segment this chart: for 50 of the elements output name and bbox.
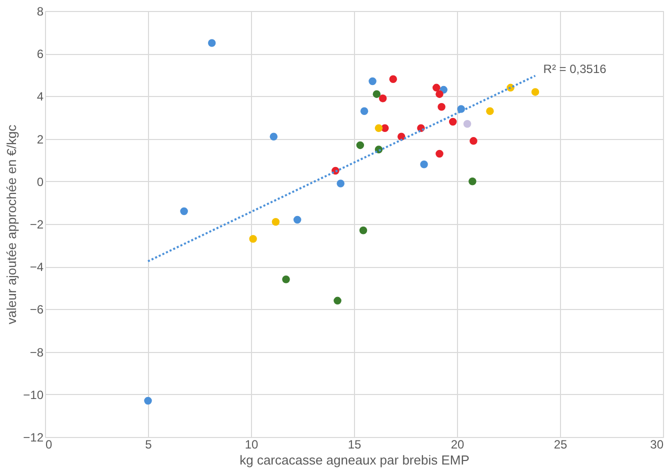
x-tick-label: 10 [244, 438, 258, 452]
point [372, 90, 381, 98]
x-tick-label: 0 [46, 438, 52, 452]
y-tick-label: 2 [36, 132, 44, 146]
x-tick-label: 15 [348, 438, 362, 452]
point [356, 141, 364, 150]
point [436, 150, 444, 158]
x-tick-label: 5 [145, 438, 152, 452]
y-tick-label: −8 [30, 345, 44, 360]
point [389, 75, 398, 84]
point [360, 107, 368, 115]
annotation: R² = 0,3516 [543, 62, 607, 76]
point [180, 207, 188, 216]
point [272, 218, 280, 226]
y-tick-label: −6 [30, 302, 44, 317]
point [282, 276, 290, 284]
x-axis-title: kg carcacasse agneaux par brebis EMP [240, 452, 470, 468]
y-tick-label: −10 [23, 388, 44, 402]
point [432, 84, 440, 92]
point [208, 39, 216, 47]
y-tick-label: 0 [36, 174, 44, 189]
x-tick-label: 30 [650, 438, 664, 452]
y-axis-title: valeur ajoutée approchée en €/kgc [4, 124, 20, 324]
y-tick-label: 8 [36, 4, 44, 18]
point [374, 124, 383, 132]
point [249, 235, 257, 243]
point [470, 137, 478, 145]
y-tick-label: −4 [30, 260, 44, 274]
point [486, 107, 494, 115]
y-tick-label: 4 [36, 90, 44, 104]
point [438, 102, 446, 111]
point [436, 90, 444, 98]
point [378, 94, 387, 102]
point [293, 216, 302, 224]
point [144, 396, 152, 405]
point [334, 296, 342, 305]
y-tick-label: −2 [30, 218, 44, 232]
point [531, 88, 540, 96]
point [468, 178, 476, 186]
point [359, 226, 368, 234]
point [270, 132, 278, 141]
point [336, 180, 344, 188]
point [463, 120, 472, 128]
y-tick-label: −12 [23, 430, 44, 444]
point [420, 160, 428, 168]
point [368, 77, 376, 86]
x-tick-label: 20 [450, 438, 464, 452]
y-tick-label: 6 [36, 47, 44, 62]
x-tick-label: 25 [554, 438, 568, 452]
point [449, 118, 457, 126]
